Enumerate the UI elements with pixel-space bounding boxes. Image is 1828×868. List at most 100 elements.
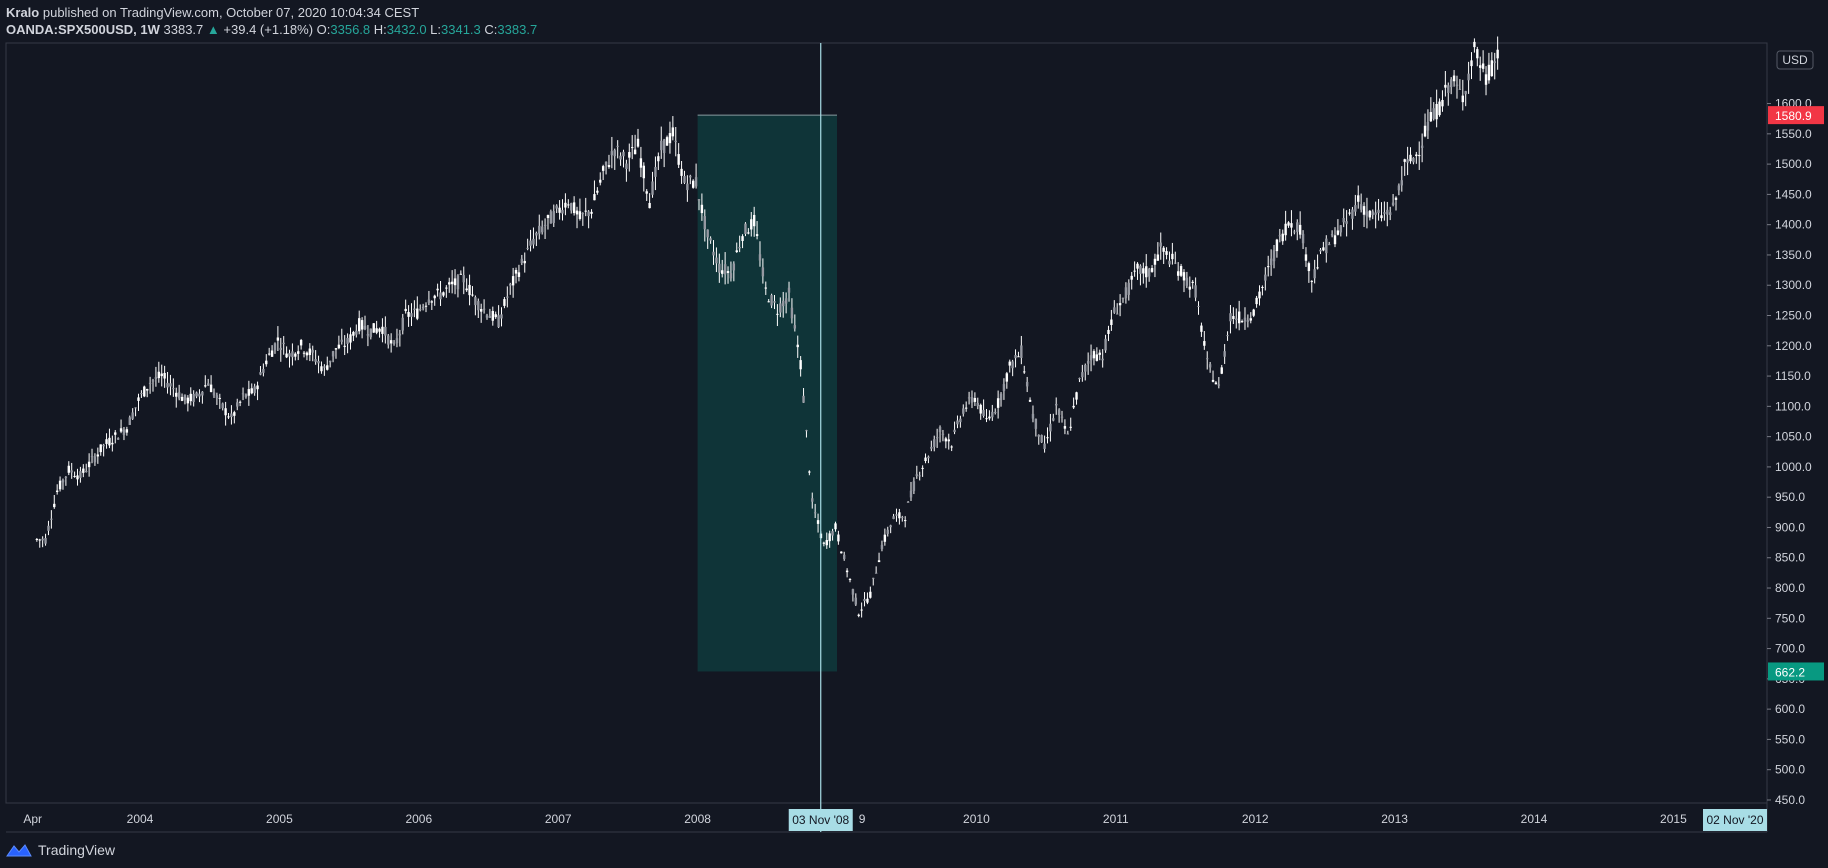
y-tick-label: 1350.0 xyxy=(1775,248,1812,262)
candle-body xyxy=(552,211,555,223)
candle-body xyxy=(619,155,622,160)
plot-frame xyxy=(5,42,1768,804)
y-tick-label: 1550.0 xyxy=(1775,127,1812,141)
candle-body xyxy=(869,591,872,598)
candle-body xyxy=(291,351,294,358)
x-tick-label: 2010 xyxy=(963,812,990,826)
candle-body xyxy=(837,534,840,542)
currency-label[interactable]: USD xyxy=(1782,53,1808,67)
candle-body xyxy=(241,393,245,395)
candle-body xyxy=(630,147,634,149)
candle-body xyxy=(947,439,950,442)
candle-body xyxy=(1165,251,1168,255)
candle-body xyxy=(302,352,306,354)
candle-body xyxy=(1481,63,1485,69)
x-tick-label: 2007 xyxy=(545,812,572,826)
candle-body xyxy=(1252,309,1255,316)
candle-body xyxy=(453,278,457,286)
candle-body xyxy=(813,512,817,514)
y-tick-label: 900.0 xyxy=(1775,520,1805,534)
candle-body xyxy=(418,309,422,311)
footer: TradingView xyxy=(6,839,115,861)
candle-body xyxy=(578,211,582,219)
candle-body xyxy=(1322,247,1325,251)
candle-body xyxy=(863,599,866,602)
candle-body xyxy=(689,175,692,178)
candle-body xyxy=(1142,268,1145,274)
currency-box[interactable] xyxy=(1776,50,1814,70)
candle-body xyxy=(1171,253,1174,260)
candle-body xyxy=(360,320,364,330)
candle-body xyxy=(915,474,919,476)
candle-body xyxy=(790,307,794,319)
symbol[interactable]: OANDA:SPX500USD, xyxy=(6,22,137,37)
candle-body xyxy=(895,514,898,516)
candle-body xyxy=(1078,378,1081,380)
brand-name[interactable]: TradingView xyxy=(38,842,116,858)
candle-body xyxy=(407,311,410,317)
candle-body xyxy=(767,301,770,303)
x-tick-label: 2006 xyxy=(405,812,432,826)
candle-body xyxy=(462,275,465,283)
candle-body xyxy=(691,180,695,188)
candle-body xyxy=(1159,242,1162,247)
candle-body xyxy=(1040,435,1043,443)
candle-body xyxy=(299,339,303,346)
candle-body xyxy=(959,418,962,423)
candle-body xyxy=(64,476,68,478)
candle-body xyxy=(308,348,312,356)
candle-body xyxy=(256,385,259,390)
y-tick-label: 600.0 xyxy=(1775,702,1805,716)
candle-body xyxy=(474,297,477,306)
candle-body xyxy=(285,353,288,358)
candle-body xyxy=(1240,321,1244,323)
candle-body xyxy=(137,397,140,401)
candle-body xyxy=(744,223,747,234)
candle-body xyxy=(1124,287,1128,299)
candle-body xyxy=(1455,84,1459,87)
price-range-zone[interactable] xyxy=(697,115,837,672)
candle-body xyxy=(584,210,587,212)
candle-body xyxy=(276,337,280,341)
low-price-badge-bg xyxy=(1768,662,1824,681)
candle-body xyxy=(770,295,773,306)
candle-body xyxy=(1374,212,1377,215)
publish-info: published on TradingView.com, October 07… xyxy=(42,5,420,20)
candle-body xyxy=(67,465,70,473)
candle-body xyxy=(1368,210,1372,218)
candle-body xyxy=(604,161,608,166)
candle-body xyxy=(1127,282,1131,295)
candle-body xyxy=(671,127,675,137)
candle-body xyxy=(259,372,262,375)
candle-body xyxy=(918,475,921,477)
candle-body xyxy=(331,351,335,357)
candle-body xyxy=(1226,335,1229,337)
candle-body xyxy=(927,456,930,459)
x-tick-label-partial: 9 xyxy=(859,812,866,826)
author-name[interactable]: Kralo xyxy=(6,5,40,20)
candle-body xyxy=(828,533,831,542)
candle-body xyxy=(558,207,561,213)
candle-body xyxy=(247,389,251,396)
candle-body xyxy=(1412,157,1415,163)
candle-body xyxy=(700,204,704,214)
candle-body xyxy=(752,214,756,227)
candle-body xyxy=(1113,307,1116,313)
candle-body xyxy=(450,281,454,285)
candle-body xyxy=(93,456,97,463)
right-date-bg xyxy=(1703,809,1767,831)
x-tick-label: 2011 xyxy=(1103,812,1129,826)
candle-body xyxy=(628,152,631,158)
y-tick-label: 1400.0 xyxy=(1775,218,1812,232)
y-tick-label: 700.0 xyxy=(1775,642,1805,656)
candle-body xyxy=(538,225,541,234)
candle-body xyxy=(192,394,195,402)
y-tick-label: 500.0 xyxy=(1775,763,1805,777)
candle-body xyxy=(999,393,1003,401)
candle-body xyxy=(799,360,802,370)
candle-body xyxy=(90,456,94,458)
interval[interactable]: 1W xyxy=(140,22,160,37)
candle-body xyxy=(250,388,253,394)
candle-body xyxy=(1365,211,1369,217)
